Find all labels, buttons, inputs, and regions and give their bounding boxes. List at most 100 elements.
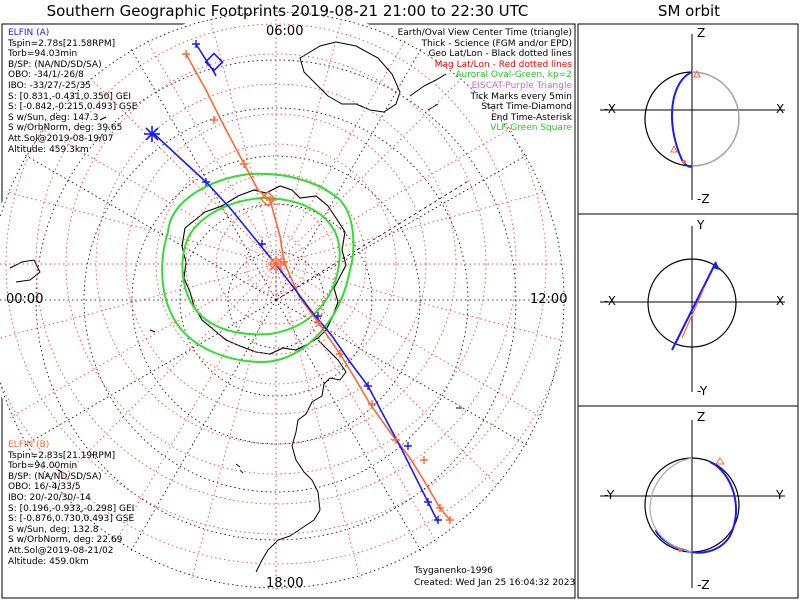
trace-tick (404, 442, 412, 450)
trace-tick (210, 116, 218, 124)
elfin-b-trace (185, 53, 451, 521)
mag-meridian (275, 263, 531, 519)
australia-coastline (299, 41, 401, 113)
trace-tick (446, 516, 454, 524)
elfin-a-line: Tspin=2.78s[21.58RPM] (8, 38, 116, 49)
trace-tick (364, 382, 372, 390)
elfin-a-name: ELFIN (A) (8, 28, 50, 38)
elfin-b-line: IBO: 20/-20/30/-14 (8, 492, 91, 503)
trace-tick (368, 400, 376, 408)
trace-tick (336, 350, 344, 358)
mag-parallel (65, 53, 487, 475)
sm3-axis-top: Z (697, 410, 706, 424)
mag-meridian (95, 263, 277, 576)
geo-parallel (227, 251, 325, 349)
elfin-b-line: Torb=94.00min (8, 461, 78, 472)
trace-tick (266, 196, 274, 204)
sm1-axis-left: -X (604, 102, 616, 116)
south-america-coastline (255, 339, 347, 573)
elfin-b-line: Tspin=2.83s[21.19RPM] (8, 450, 116, 461)
trace-tick (314, 312, 322, 320)
geo-meridian (23, 154, 277, 301)
africa-coastline (9, 259, 41, 283)
nz-coastline (409, 73, 447, 111)
elfin-a-trace-science (151, 131, 439, 523)
sm3-axis-right: Y (776, 488, 784, 502)
legend-item: Thick - Science (FGM and/or EPD) (421, 38, 572, 49)
hour-label-right: 12:00 (530, 292, 568, 307)
trace-tick (436, 504, 444, 512)
elfin-a-line: Att.Sol@2019-08-19/07 (8, 133, 114, 144)
elfin-b-line: S w/OrbNorm, deg: 22.69 (8, 535, 123, 546)
elfin-b-line: OBO: 16/-4/33/5 (8, 482, 81, 493)
mag-meridian (95, 9, 277, 265)
mag-meridian (275, 9, 370, 265)
legend-item: Auroral Oval-Green, kp=2 (455, 70, 572, 81)
mag-meridian (21, 263, 277, 519)
legend-item: EISCAT-Purple Triangle (471, 80, 572, 91)
legend-item: Mag Lat/Lon - Red dotted lines (434, 59, 572, 70)
mag-meridian (0, 83, 277, 265)
mag-meridian (275, 170, 567, 265)
elfin-a-line: S w/Sun, deg: 147.3 (8, 112, 99, 123)
sm2-axis-right: X (776, 294, 785, 308)
sm-panel-yz (600, 420, 785, 588)
elfin-a-end-asterisk (144, 126, 160, 142)
trace-tick (392, 436, 400, 444)
geo-meridian (275, 154, 529, 301)
mag-meridian (0, 263, 277, 445)
mag-parallel (245, 233, 307, 295)
geo-parallel (0, 11, 565, 589)
elfin-a-start-diamond (204, 52, 224, 72)
trace-tick (182, 50, 190, 58)
elfin-a-line: B/SP: (NA/ND/SD/SA) (8, 59, 102, 70)
mag-parallel (155, 143, 397, 385)
legend-item: VLF-Green Square (490, 123, 572, 134)
sm2-axis-bottom: -Y (697, 384, 708, 398)
elfin-a-info: ELFIN (A) Tspin=2.78s[21.58RPM] Torb=94.… (8, 28, 137, 155)
elfin-b-line: Altitude: 459.0km (8, 556, 89, 567)
geo-parallel (179, 203, 373, 397)
elfin-b-line: Att.Sol@2019-08-21/02 (8, 545, 114, 556)
geo-meridian (130, 47, 277, 301)
sm1-axis-top: Z (697, 26, 706, 40)
elfin-a-line: IBO: -33/27/-25/35 (8, 80, 91, 91)
tick-marks (182, 40, 454, 524)
mag-pole-marker (268, 256, 284, 272)
legend: Earth/Oval View Center Time (triangle) T… (398, 28, 572, 134)
sm1-axis-bottom: -Z (697, 192, 710, 206)
geo-meridian (275, 47, 422, 301)
sm-orbit-title: SM orbit (657, 2, 721, 20)
hour-label-bottom: 18:00 (266, 576, 304, 591)
sm1-axis-right: X (776, 102, 785, 116)
noon-meridian-line (275, 179, 471, 301)
geo-meridian (23, 299, 277, 446)
elfin-a-line: S w/OrbNorm, deg: 39.65 (8, 123, 123, 134)
legend-item: Earth/Oval View Center Time (triangle) (397, 28, 572, 38)
mag-meridian (275, 83, 567, 265)
legend-item: End Time-Asterisk (490, 112, 572, 123)
elfin-a-line: S: [0.831,-0.431,0.350] GEI (8, 91, 132, 102)
mag-grid (0, 9, 567, 591)
hour-label-top: 06:00 (266, 24, 304, 39)
hour-label-left: 00:00 (6, 292, 44, 307)
geo-meridian (130, 299, 277, 553)
mag-meridian (275, 263, 370, 591)
sm3-axis-bottom: -Z (697, 578, 710, 592)
mag-meridian (182, 263, 277, 591)
sm-panel-xy (600, 226, 785, 392)
mag-meridian (0, 170, 277, 265)
page-title: Southern Geographic Footprints 2019-08-2… (46, 2, 529, 20)
elfin-b-start-diamond (259, 190, 277, 208)
trace-tick (424, 498, 432, 506)
mag-meridian (182, 9, 277, 265)
geo-meridian (275, 299, 529, 446)
sm-frame (577, 23, 799, 599)
trace-tick (202, 178, 210, 186)
trace-tick (434, 516, 442, 524)
trace-tick (240, 160, 248, 168)
legend-item: Tick Marks every 5min (470, 91, 572, 102)
elfin-b-line: S w/Sun, deg: 132.8 (8, 524, 99, 535)
trace-tick (420, 456, 428, 464)
legend-item: Start Time-Diamond (481, 102, 572, 113)
